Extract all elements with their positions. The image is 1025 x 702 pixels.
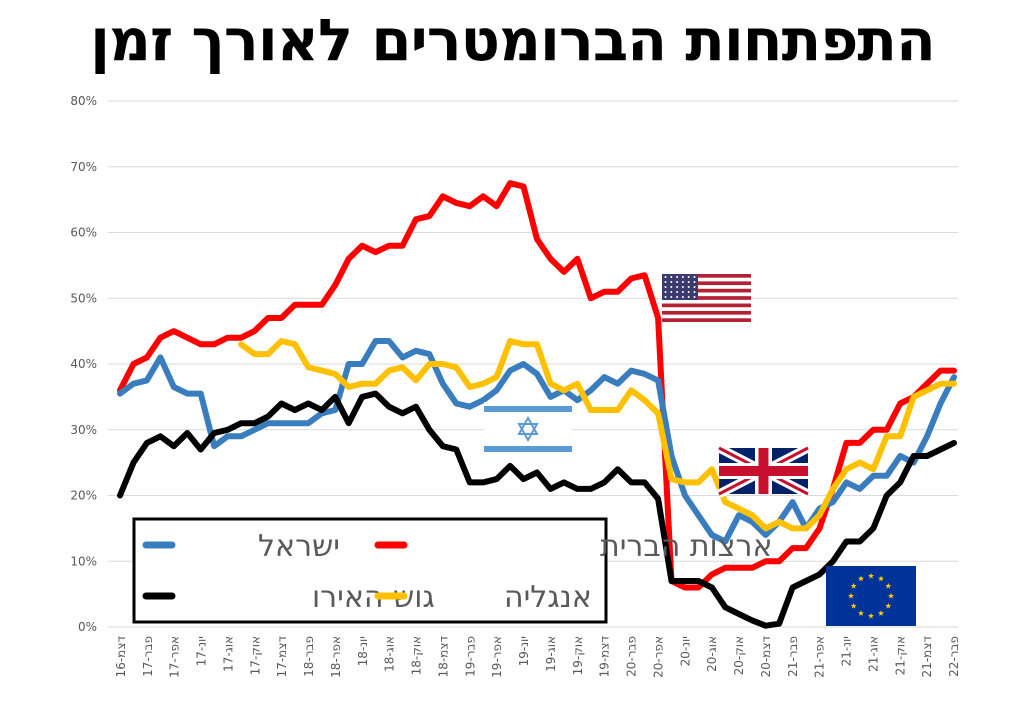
x-tick-label: אוק-19 [571, 636, 585, 675]
y-tick-label: 30% [70, 423, 97, 437]
x-tick-label: יונ-18 [356, 636, 370, 666]
series-line-eurozone [117, 390, 957, 629]
x-tick-label: יונ-17 [195, 636, 209, 666]
x-tick-label: דצמ-18 [436, 636, 450, 678]
y-tick-label: 40% [70, 357, 97, 371]
x-tick-label: פבר-20 [625, 636, 639, 677]
x-tick-label: אפר-17 [168, 636, 182, 678]
eu-flag-icon [826, 566, 916, 626]
page-title: התפתחות הברומטרים לאורך זמן [90, 6, 936, 74]
x-tick-label: פבר-21 [786, 636, 800, 677]
x-tick-label: אוק-17 [248, 636, 262, 675]
x-tick-label: אוג-21 [866, 636, 880, 672]
x-tick-label: דצמ-20 [759, 636, 773, 678]
israel-flag-icon [484, 402, 572, 456]
legend-label-usa: ארצות הברית [600, 529, 773, 564]
x-tick-label: אוג-19 [544, 636, 558, 672]
legend: ישראל ארצות הברית גוש האירו אנגליה [132, 517, 773, 624]
series-line-england [238, 338, 957, 532]
series-line-israel [117, 338, 957, 545]
x-tick-label: יונ-20 [678, 636, 692, 666]
x-tick-label: אפר-18 [329, 636, 343, 678]
x-tick-label: יונ-19 [517, 636, 531, 666]
x-tick-label: אוג-20 [705, 636, 719, 672]
x-tick-label: פבר-18 [302, 636, 316, 677]
x-tick-label: אפר-19 [490, 636, 504, 678]
y-tick-label: 70% [70, 160, 97, 174]
x-tick-label: דצמ-21 [920, 636, 934, 678]
x-tick-label: אוק-20 [732, 636, 746, 675]
legend-label-israel: ישראל [258, 529, 340, 564]
x-tick-label: פבר-22 [947, 636, 961, 677]
series-line-usa [117, 180, 957, 591]
series-lines [117, 180, 957, 629]
y-tick-label: 60% [70, 226, 97, 240]
y-tick-label: 20% [70, 489, 97, 503]
legend-label-england: אנגליה [504, 580, 592, 615]
y-axis-tick-labels: 0% 10% 20% 30% 40% 50% 60% 70% 80% [70, 94, 97, 634]
x-tick-label: אוג-17 [221, 636, 235, 672]
x-axis-tick-labels: דצמ-16 פבר-17 אפר-17 יונ-17 אוג-17 אוק-17 דצמ-… [114, 636, 961, 678]
y-tick-label: 0% [78, 620, 97, 634]
x-tick-label: אוק-21 [893, 636, 907, 675]
uk-flag-icon [716, 444, 811, 498]
x-tick-label: אוג-18 [383, 636, 397, 672]
legend-label-eurozone: גוש האירו [312, 580, 435, 615]
x-tick-label: יונ-21 [840, 636, 854, 666]
y-tick-label: 10% [70, 554, 97, 568]
x-tick-label: דצמ-16 [114, 636, 128, 678]
x-tick-label: אוק-18 [410, 636, 424, 675]
y-tick-label: 80% [70, 94, 97, 108]
x-tick-label: אפר-20 [651, 636, 665, 678]
x-tick-label: אפר-21 [813, 636, 827, 678]
x-tick-label: דצמ-19 [598, 636, 612, 678]
us-flag-icon [662, 274, 751, 322]
y-tick-label: 50% [70, 291, 97, 305]
x-tick-label: פבר-17 [141, 636, 155, 677]
x-tick-label: פבר-19 [463, 636, 477, 677]
x-tick-label: דצמ-17 [275, 636, 289, 678]
